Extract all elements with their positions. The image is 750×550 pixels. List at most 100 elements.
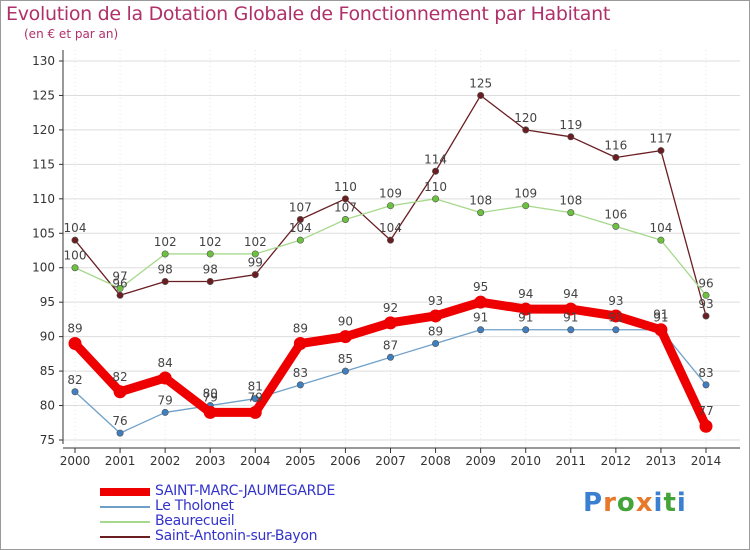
data-label-beaurecueil: 97 — [112, 269, 127, 283]
data-point-saint-antonin-sur-bayon — [296, 215, 304, 223]
legend-label: Saint-Antonin-sur-Bayon — [155, 528, 318, 544]
data-label-saint-marc-jaumegarde: 92 — [383, 301, 398, 315]
data-label-beaurecueil: 110 — [424, 180, 447, 194]
data-label-saint-marc-jaumegarde: 90 — [338, 315, 353, 329]
data-label-saint-marc-jaumegarde: 89 — [67, 322, 82, 336]
data-label-saint-marc-jaumegarde: 77 — [698, 404, 713, 418]
data-label-saint-marc-jaumegarde: 82 — [112, 370, 127, 384]
data-point-saint-marc-jaumegarde — [158, 371, 172, 385]
data-point-le-tholonet — [116, 429, 124, 437]
data-point-beaurecueil — [341, 215, 349, 223]
data-point-beaurecueil — [206, 250, 214, 258]
logo-letter: r — [603, 488, 617, 518]
legend-label: SAINT-MARC-JAUMEGARDE — [155, 483, 336, 499]
data-label-beaurecueil: 106 — [604, 207, 627, 221]
data-point-le-tholonet — [386, 353, 394, 361]
data-label-saint-marc-jaumegarde: 93 — [428, 294, 443, 308]
data-label-beaurecueil: 100 — [64, 249, 87, 263]
data-label-le-tholonet: 89 — [428, 325, 443, 339]
data-point-saint-antonin-sur-bayon — [116, 291, 124, 299]
y-tick-label: 90 — [40, 330, 55, 344]
data-label-saint-antonin-sur-bayon: 114 — [424, 152, 447, 166]
data-label-saint-antonin-sur-bayon: 104 — [64, 221, 87, 235]
data-point-saint-antonin-sur-bayon — [432, 167, 440, 175]
data-point-saint-antonin-sur-bayon — [161, 278, 169, 286]
y-tick-label: 130 — [32, 54, 55, 68]
y-tick-label: 75 — [40, 433, 55, 447]
data-point-le-tholonet — [71, 388, 79, 396]
y-tick-label: 95 — [40, 295, 55, 309]
data-point-beaurecueil — [567, 209, 575, 217]
data-label-saint-marc-jaumegarde: 79 — [203, 390, 218, 404]
data-label-le-tholonet: 82 — [67, 373, 82, 387]
data-label-saint-antonin-sur-bayon: 120 — [514, 111, 537, 125]
data-point-saint-marc-jaumegarde — [429, 309, 443, 323]
data-point-saint-marc-jaumegarde — [338, 330, 352, 344]
data-label-saint-antonin-sur-bayon: 110 — [334, 180, 357, 194]
data-label-saint-marc-jaumegarde: 91 — [653, 308, 668, 322]
data-point-saint-marc-jaumegarde — [564, 302, 578, 316]
data-label-saint-antonin-sur-bayon: 104 — [379, 221, 402, 235]
legend-swatch — [100, 521, 150, 523]
chart-title: Evolution de la Dotation Globale de Fonc… — [6, 3, 611, 25]
data-point-le-tholonet — [296, 381, 304, 389]
x-tick-label: 2001 — [105, 454, 136, 468]
data-point-saint-marc-jaumegarde — [68, 337, 82, 351]
data-label-beaurecueil: 108 — [469, 194, 492, 208]
data-label-le-tholonet: 91 — [473, 311, 488, 325]
y-tick-label: 85 — [40, 364, 55, 378]
data-point-saint-antonin-sur-bayon — [386, 236, 394, 244]
data-label-saint-antonin-sur-bayon: 125 — [469, 76, 492, 90]
x-tick-label: 2006 — [330, 454, 361, 468]
y-tick-label: 80 — [40, 399, 55, 413]
legend-swatch — [100, 536, 150, 538]
data-point-saint-antonin-sur-bayon — [522, 126, 530, 134]
data-point-le-tholonet — [477, 326, 485, 334]
data-point-saint-marc-jaumegarde — [203, 405, 217, 419]
data-point-le-tholonet — [522, 326, 530, 334]
data-label-saint-antonin-sur-bayon: 117 — [649, 132, 672, 146]
data-label-saint-antonin-sur-bayon: 96 — [112, 276, 127, 290]
data-point-le-tholonet — [567, 326, 575, 334]
data-point-saint-antonin-sur-bayon — [657, 147, 665, 155]
data-label-le-tholonet: 91 — [518, 311, 533, 325]
data-point-le-tholonet — [702, 381, 710, 389]
data-label-saint-marc-jaumegarde: 94 — [563, 287, 578, 301]
data-point-beaurecueil — [522, 202, 530, 210]
y-tick-label: 105 — [32, 226, 55, 240]
y-tick-label: 115 — [32, 157, 55, 171]
data-label-le-tholonet: 91 — [608, 311, 623, 325]
data-label-beaurecueil: 102 — [199, 235, 222, 249]
data-label-beaurecueil: 104 — [649, 221, 672, 235]
data-label-le-tholonet: 76 — [112, 414, 127, 428]
data-label-le-tholonet: 91 — [653, 311, 668, 325]
x-tick-label: 2010 — [510, 454, 541, 468]
x-tick-label: 2004 — [240, 454, 271, 468]
data-label-saint-antonin-sur-bayon: 116 — [604, 138, 627, 152]
logo-letter: x — [635, 488, 654, 518]
data-label-saint-marc-jaumegarde: 95 — [473, 280, 488, 294]
x-tick-label: 2000 — [60, 454, 91, 468]
data-label-beaurecueil: 96 — [698, 276, 713, 290]
proxiti-logo: Proxiti — [583, 488, 687, 518]
data-point-le-tholonet — [251, 395, 259, 403]
x-tick-label: 2008 — [420, 454, 451, 468]
data-point-le-tholonet — [161, 408, 169, 416]
data-point-saint-marc-jaumegarde — [699, 419, 713, 433]
data-label-saint-antonin-sur-bayon: 107 — [289, 200, 312, 214]
data-point-saint-marc-jaumegarde — [474, 295, 488, 309]
x-tick-label: 2014 — [691, 454, 722, 468]
data-label-saint-marc-jaumegarde: 94 — [518, 287, 533, 301]
data-point-beaurecueil — [161, 250, 169, 258]
series-le-tholonet — [71, 326, 710, 437]
x-tick-label: 2002 — [150, 454, 181, 468]
data-label-le-tholonet: 83 — [698, 366, 713, 380]
y-tick-label: 120 — [32, 123, 55, 137]
data-label-beaurecueil: 108 — [559, 194, 582, 208]
line-chart: 75 80 85 90 95 100 105 110 115 120 125 130 2000 2001 2… — [32, 50, 740, 468]
data-label-beaurecueil: 107 — [334, 200, 357, 214]
x-tick-label: 2013 — [646, 454, 677, 468]
data-point-saint-antonin-sur-bayon — [702, 312, 710, 320]
data-label-saint-marc-jaumegarde: 93 — [608, 294, 623, 308]
logo-letter: t — [663, 488, 677, 518]
